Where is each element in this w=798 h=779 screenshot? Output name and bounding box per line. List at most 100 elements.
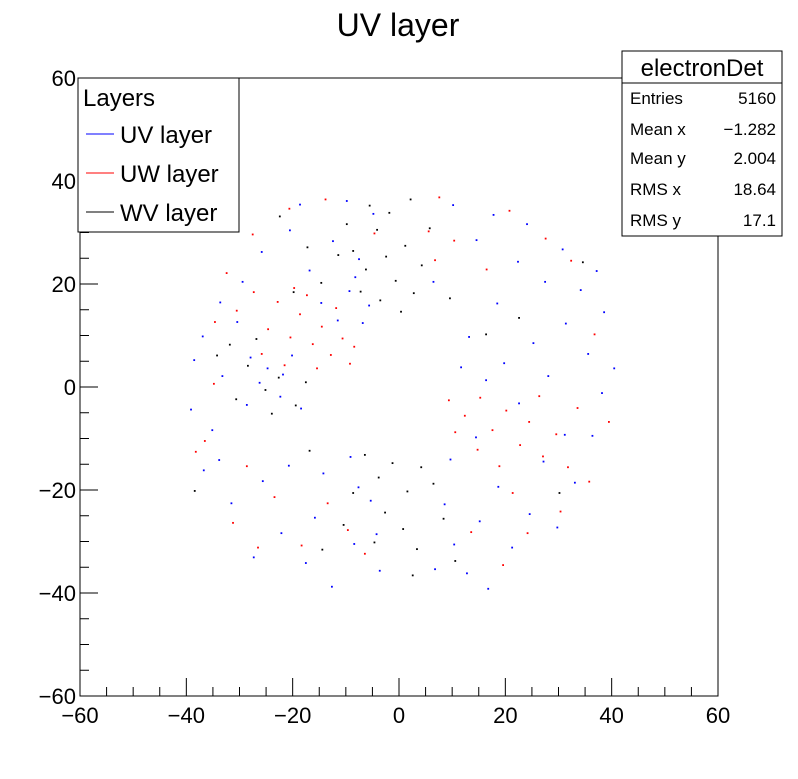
- data-point: [526, 532, 529, 535]
- data-point: [432, 280, 435, 283]
- data-point: [349, 456, 352, 458]
- data-point: [447, 399, 450, 402]
- data-point: [342, 524, 345, 526]
- data-point: [449, 458, 452, 461]
- legend-frame: [77, 77, 240, 233]
- data-point: [221, 375, 224, 377]
- data-point: [261, 480, 264, 483]
- data-point: [388, 211, 391, 214]
- stats-title: electronDet: [641, 55, 764, 82]
- data-point: [420, 466, 423, 469]
- x-tick-label: 40: [599, 703, 623, 728]
- data-point: [452, 204, 455, 207]
- data-point: [561, 248, 564, 251]
- data-point: [576, 407, 579, 409]
- data-point: [321, 548, 324, 551]
- legend-label-uw: UW layer: [120, 161, 219, 188]
- data-point: [563, 433, 566, 436]
- data-point: [357, 486, 360, 489]
- data-point: [320, 281, 323, 284]
- data-point: [361, 322, 364, 324]
- data-point: [300, 544, 303, 547]
- data-point: [289, 336, 292, 339]
- data-point: [236, 321, 239, 323]
- data-point: [273, 496, 276, 499]
- data-point: [453, 543, 456, 546]
- data-point: [368, 304, 371, 307]
- data-point: [313, 516, 316, 519]
- stats-label-rms-y: RMS y: [630, 211, 682, 230]
- data-point: [264, 389, 267, 391]
- data-point: [526, 223, 528, 226]
- data-point: [411, 574, 414, 577]
- data-point: [289, 229, 291, 232]
- data-point: [505, 409, 508, 412]
- data-point: [252, 291, 255, 294]
- data-point: [485, 268, 488, 271]
- data-point: [359, 290, 362, 293]
- data-point: [443, 503, 446, 506]
- data-point: [218, 459, 221, 461]
- y-tick-label: 0: [64, 375, 76, 400]
- data-point: [402, 528, 405, 530]
- data-point: [306, 294, 308, 297]
- data-point: [544, 237, 547, 240]
- legend-label-uv: UV layer: [120, 122, 212, 149]
- data-point: [214, 321, 216, 323]
- data-point: [353, 543, 356, 545]
- data-point: [241, 280, 244, 283]
- data-point: [363, 453, 366, 456]
- data-point: [353, 345, 356, 348]
- data-point: [570, 259, 573, 262]
- data-point: [193, 490, 196, 492]
- data-point: [322, 472, 325, 475]
- data-point: [235, 309, 238, 312]
- data-point: [485, 333, 487, 336]
- data-point: [193, 359, 196, 362]
- data-point: [475, 239, 478, 242]
- data-point: [427, 230, 430, 233]
- data-point: [573, 481, 576, 484]
- data-point: [375, 533, 378, 536]
- x-tick-label: 0: [393, 703, 405, 728]
- data-point: [211, 429, 214, 432]
- stats-label-mean-y: Mean y: [630, 149, 686, 168]
- data-point: [384, 511, 386, 514]
- data-point: [331, 585, 333, 588]
- data-point: [378, 569, 381, 572]
- data-point: [247, 364, 249, 367]
- stats-label-mean-x: Mean x: [630, 120, 686, 139]
- data-point: [544, 280, 547, 283]
- data-point: [485, 379, 487, 382]
- data-point: [212, 382, 215, 385]
- data-point: [502, 564, 505, 566]
- x-tick-label: −60: [61, 703, 98, 728]
- data-point: [376, 228, 379, 231]
- data-point: [282, 373, 284, 376]
- y-tick-label: 40: [52, 169, 76, 194]
- data-point: [460, 366, 463, 369]
- data-point: [291, 354, 293, 357]
- data-point: [373, 541, 376, 544]
- data-point: [345, 223, 348, 226]
- data-point: [463, 414, 466, 417]
- data-point: [379, 299, 382, 302]
- y-tick-label: −40: [39, 581, 76, 606]
- data-point: [581, 261, 584, 264]
- data-point: [279, 395, 282, 398]
- data-point: [352, 492, 355, 494]
- data-point: [518, 316, 520, 319]
- data-point: [255, 338, 258, 340]
- data-point: [257, 546, 259, 549]
- series-wv-layer: [193, 198, 584, 577]
- data-point: [511, 546, 514, 549]
- stats-label-rms-x: RMS x: [630, 180, 682, 199]
- data-point: [442, 517, 445, 520]
- data-point: [258, 381, 261, 384]
- data-point: [449, 297, 451, 300]
- data-point: [556, 526, 559, 529]
- data-points: [190, 196, 616, 590]
- stats-value-mean-x: −1.282: [724, 120, 776, 139]
- data-point: [306, 246, 309, 249]
- data-point: [466, 572, 468, 575]
